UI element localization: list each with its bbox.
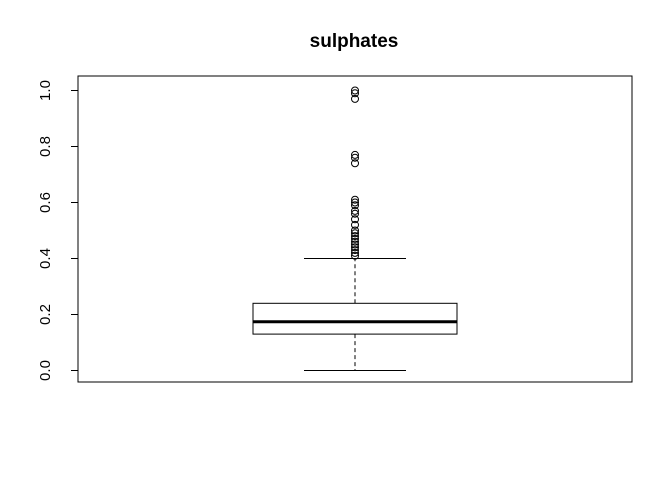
outlier-point	[351, 153, 359, 162]
outlier-point	[351, 226, 359, 235]
y-tick-label: 0.0	[37, 360, 54, 381]
outlier-point	[351, 220, 359, 229]
outlier-point	[351, 229, 359, 238]
y-tick-label: 0.4	[37, 248, 54, 269]
outlier-point	[351, 215, 359, 224]
outlier-point	[351, 248, 359, 257]
outlier-point	[351, 94, 359, 103]
outlier-point	[351, 237, 359, 246]
outlier-point	[351, 232, 359, 241]
outlier-point	[351, 198, 359, 207]
outlier-points	[351, 86, 359, 260]
outlier-point	[351, 201, 359, 210]
outlier-point	[351, 209, 359, 218]
y-tick-label: 0.8	[37, 136, 54, 157]
box-and-whiskers	[252, 258, 458, 371]
outlier-point	[351, 206, 359, 215]
outlier-point	[351, 195, 359, 204]
outlier-point	[351, 251, 359, 260]
y-tick-label: 1.0	[37, 80, 54, 101]
outlier-point	[351, 246, 359, 255]
outlier-point	[351, 243, 359, 252]
outlier-point	[351, 234, 359, 243]
outlier-point	[351, 159, 359, 168]
y-axis: 0.0 0.2 0.4 0.6 0.8 1.0	[37, 80, 79, 381]
outlier-point	[351, 240, 359, 249]
outlier-point	[351, 89, 359, 98]
outlier-point	[351, 86, 359, 95]
y-tick-label: 0.2	[37, 304, 54, 325]
outlier-point	[351, 150, 359, 159]
iqr-box	[252, 302, 458, 335]
chart-title: sulphates	[310, 31, 399, 52]
y-tick-label: 0.6	[37, 192, 54, 213]
